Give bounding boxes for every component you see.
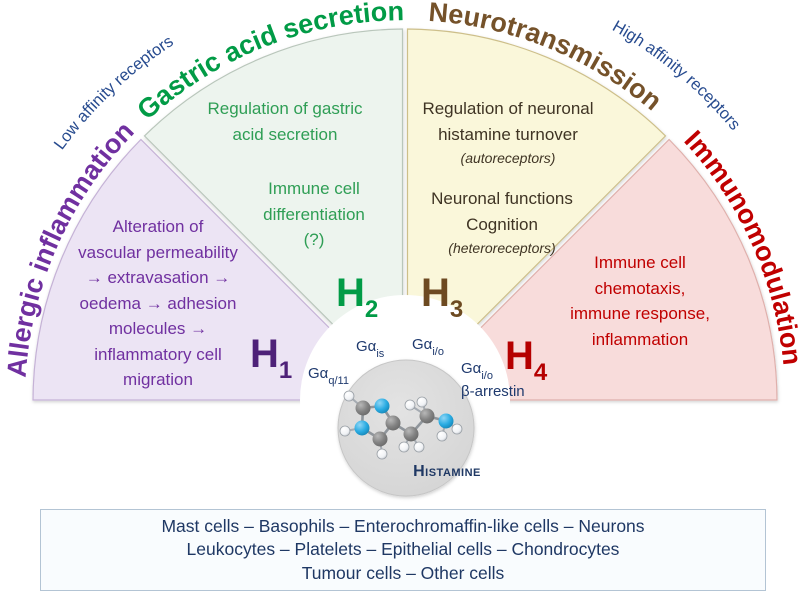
h1-body-text: Alteration of vascular permeability → ex…: [78, 217, 238, 389]
cell-types-line-3: Tumour cells – Other cells: [301, 562, 505, 583]
carbon-atoms: [355, 400, 435, 447]
h2-receptor-letter: H2: [336, 273, 378, 328]
h3-body-note-1: (autoreceptors): [460, 150, 556, 166]
g-protein-h3: Gαi/o: [412, 336, 444, 359]
g-protein-h4-beta-arrestin: β-arrestin: [461, 383, 525, 400]
h2-symbol: H: [336, 271, 365, 315]
h4-symbol: H: [505, 334, 534, 378]
h3-body-text-2: Neuronal functions Cognition: [431, 189, 573, 234]
h1-symbol: H: [250, 332, 279, 376]
histamine-molecule: [337, 359, 475, 497]
g-protein-h2-main: Gα: [356, 338, 377, 355]
g-protein-h3-sub: i/o: [432, 346, 444, 358]
g-protein-h1-main: Gα: [308, 365, 329, 382]
h3-subscript: 3: [449, 296, 464, 323]
h2-body-text-2: Immune cell differentiation (?): [263, 179, 365, 249]
h4-subscript: 4: [533, 359, 548, 386]
h3-symbol: H: [421, 271, 450, 315]
h4-receptor-letter: H4: [505, 336, 547, 391]
h2-subscript: 2: [364, 296, 379, 323]
wedge-h2-gastric-acid-secretion: [143, 28, 404, 332]
g-protein-h2: Gαis: [356, 338, 384, 361]
wedge-h4-immunomodulation: [473, 138, 778, 401]
h1-subscript: 1: [278, 357, 293, 384]
g-protein-h1-sub: q/11: [328, 375, 349, 387]
h3-body-block-1: Regulation of neuronal histamine turnove…: [408, 96, 608, 169]
h3-receptor-letter: H3: [421, 273, 463, 328]
h3-body-text-1: Regulation of neuronal histamine turnove…: [422, 99, 594, 144]
h4-body-text: Immune cell chemotaxis, immune response,…: [570, 253, 710, 349]
g-protein-h4: Gαi/o β-arrestin: [461, 360, 525, 400]
hydrogen-atoms: [339, 390, 463, 460]
nitrogen-atoms: [354, 398, 454, 436]
cell-types-line-1: Mast cells – Basophils – Enterochromaffi…: [161, 515, 645, 536]
g-protein-h1: Gαq/11: [308, 365, 349, 388]
g-protein-h2-sub: is: [376, 348, 385, 360]
wedge-h3-neurotransmission: [406, 28, 667, 332]
g-protein-h4-main: Gα: [461, 360, 482, 377]
g-protein-h3-main: Gα: [412, 336, 433, 353]
h3-body-block-2: Neuronal functions Cognition (heterorece…: [402, 186, 602, 259]
wedge-h1-allergic-inflammation: [32, 138, 337, 401]
g-protein-h4-sub: i/o: [481, 370, 493, 382]
h1-receptor-letter: H1: [250, 334, 292, 389]
cell-types-line-2: Leukocytes – Platelets – Epithelial cell…: [186, 539, 620, 560]
histamine-label: Histamine: [413, 463, 481, 480]
h2-body-text-1: Regulation of gastric acid secretion: [207, 99, 363, 144]
h3-body-note-2: (heteroreceptors): [448, 240, 556, 256]
cell-types-box: Mast cells – Basophils – Enterochromaffi…: [40, 509, 766, 591]
